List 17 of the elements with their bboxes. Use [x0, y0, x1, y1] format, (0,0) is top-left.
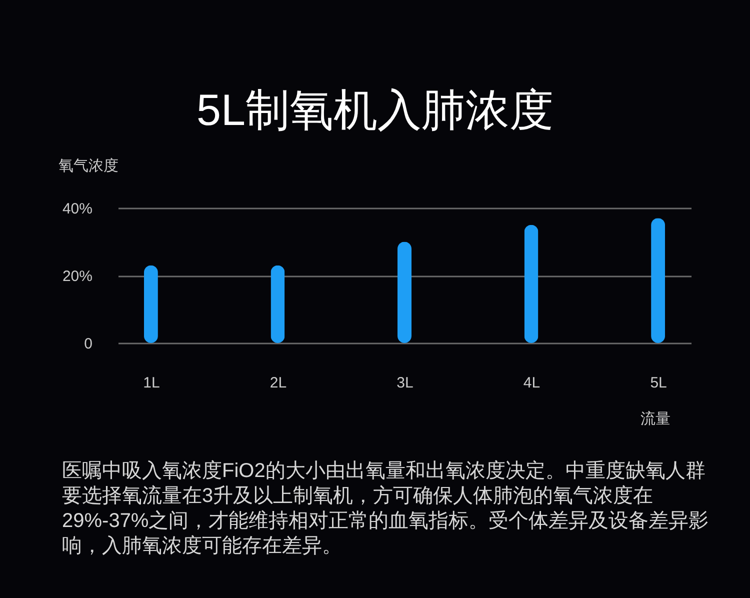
bar [651, 218, 666, 343]
x-tick-label: 4L [523, 374, 540, 392]
y-tick-label: 40% [62, 200, 92, 218]
y-tick-label: 0 [84, 336, 92, 352]
x-tick-label: 5L [650, 374, 667, 392]
y-axis-title: 氧气浓度 [58, 158, 118, 174]
bar [524, 224, 538, 343]
x-tick-label: 3L [396, 374, 414, 392]
bar [144, 265, 158, 343]
x-axis-title: 流量 [640, 410, 670, 428]
y-tick-label: 20% [62, 268, 92, 285]
x-tick-label: 1L [143, 374, 160, 392]
x-tick-label: 2L [270, 374, 287, 392]
chart-title: 5L制氧机入肺浓度 [196, 85, 554, 137]
bar [398, 242, 412, 343]
bar [270, 265, 285, 343]
text: 医嘱中吸入氧浓度FiO2的大小由出氧量和出氧浓度决定。中重度缺氧人群要选择氧流量在3升及以上制氧机，方可确保人体肺泡的氧气浓度在29%-37%之间，才能维持相对正常的血氧指标。受个体差异及设备差异影响，入肺氧浓度可能存在差异。 [62, 459, 710, 559]
